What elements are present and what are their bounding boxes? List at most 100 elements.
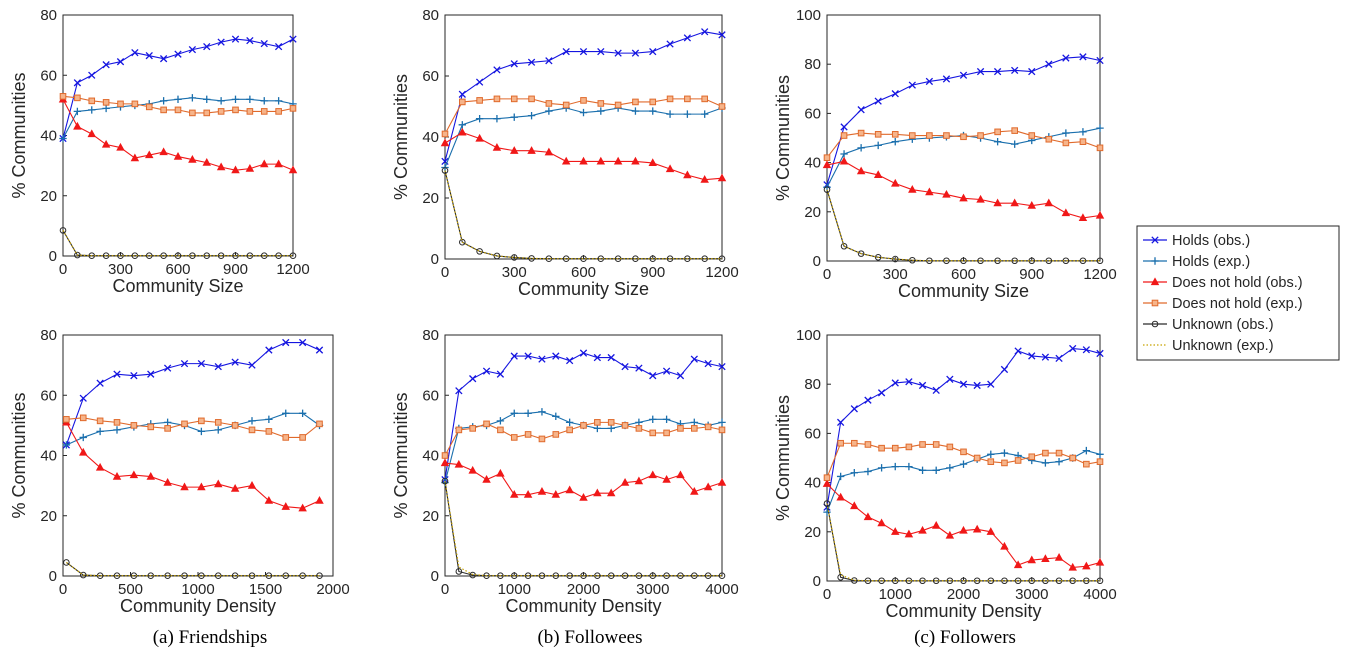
series-does-not-hold-exp (441, 419, 726, 459)
data-point (621, 422, 629, 429)
data-point (1055, 354, 1063, 363)
series-holds-exp (59, 94, 297, 143)
data-point (631, 107, 640, 115)
data-point (231, 358, 239, 366)
legend-item-unknown-obs: Unknown (obs.) (1143, 317, 1274, 333)
x-tick-label: 500 (118, 581, 143, 598)
data-point (596, 156, 606, 165)
data-point (946, 375, 954, 383)
data-point (905, 378, 913, 386)
legend-label: Holds (obs.) (1172, 233, 1250, 249)
data-point (289, 35, 297, 43)
data-point (836, 472, 845, 481)
plot-frame (62, 14, 294, 257)
data-point (289, 252, 297, 259)
data-point (1041, 554, 1050, 562)
data-point (264, 496, 274, 504)
data-point (857, 144, 865, 152)
data-point (131, 48, 139, 57)
data-point (1045, 60, 1053, 68)
data-point (538, 435, 546, 443)
data-point (468, 465, 477, 474)
data-point (116, 142, 125, 151)
legend-label: Does not hold (exp.) (1172, 296, 1303, 312)
data-point (905, 462, 913, 471)
data-point (145, 150, 154, 159)
legend-label: Unknown (obs.) (1172, 317, 1274, 333)
data-point (552, 352, 560, 360)
data-point (493, 95, 501, 103)
data-point (614, 49, 622, 57)
data-point (174, 106, 182, 114)
data-point (260, 39, 268, 48)
data-point (959, 71, 968, 79)
data-point (73, 79, 82, 87)
data-point (909, 132, 916, 139)
y-axis-label: % Communities (391, 74, 411, 200)
data-point (1083, 460, 1090, 468)
data-point (88, 97, 96, 105)
panel-6: 0 1000 2000 3000 4000 0 20 40 60 80 100 Community D… (773, 327, 1117, 621)
data-point (245, 163, 255, 172)
data-point (905, 443, 913, 451)
data-point (246, 95, 254, 104)
x-tick-label: 600 (951, 266, 976, 283)
data-point (316, 420, 323, 428)
legend-marker (1151, 299, 1159, 307)
data-point (73, 121, 82, 130)
legend-label: Does not hold (obs.) (1172, 275, 1303, 291)
legend: Holds (obs.) Holds (exp.) Does not hold (o… (1136, 225, 1340, 361)
data-point (635, 364, 643, 372)
data-point (677, 572, 684, 579)
data-point (298, 409, 307, 418)
data-point (510, 95, 518, 103)
data-point (1001, 459, 1008, 467)
data-point (874, 131, 882, 138)
data-point (527, 111, 536, 120)
data-point (873, 170, 883, 178)
data-point (163, 418, 172, 427)
data-point (217, 108, 225, 115)
data-point (459, 238, 466, 246)
series-line (444, 170, 722, 260)
data-point (79, 571, 87, 579)
panel-3: 0 300 600 900 1200 0 20 40 60 80 100 Community Size… (773, 7, 1117, 301)
y-tick-label: 80 (804, 56, 821, 73)
data-point (1014, 457, 1022, 464)
data-point (232, 106, 239, 114)
data-point (1096, 124, 1104, 132)
data-point (926, 132, 933, 139)
data-point (198, 417, 205, 425)
data-point (173, 151, 183, 160)
data-point (203, 95, 211, 104)
y-tick-label: 100 (796, 7, 821, 24)
data-point (1082, 561, 1091, 570)
data-point (649, 415, 657, 424)
data-point (823, 508, 831, 516)
data-point (839, 156, 849, 165)
data-point (946, 443, 954, 451)
data-point (683, 170, 692, 179)
series-does-not-hold-obs (822, 479, 1105, 571)
x-tick-label: 0 (59, 581, 67, 598)
data-point (823, 186, 831, 193)
data-point (510, 490, 519, 498)
data-point (1069, 344, 1077, 353)
data-point (1096, 349, 1104, 358)
data-point (1096, 458, 1104, 465)
data-point (973, 454, 981, 462)
data-point (88, 106, 96, 114)
data-point (180, 482, 189, 491)
x-axis-label: Community Size (898, 281, 1029, 301)
data-point (130, 153, 140, 162)
x-tick-label: 300 (108, 261, 133, 278)
data-point (718, 362, 726, 371)
data-point (299, 572, 306, 579)
series-holds-obs (62, 338, 324, 449)
data-point (493, 66, 501, 74)
data-point (1042, 449, 1049, 457)
data-point (274, 97, 283, 105)
data-point (102, 99, 110, 106)
series-does-not-hold-exp (59, 93, 297, 117)
